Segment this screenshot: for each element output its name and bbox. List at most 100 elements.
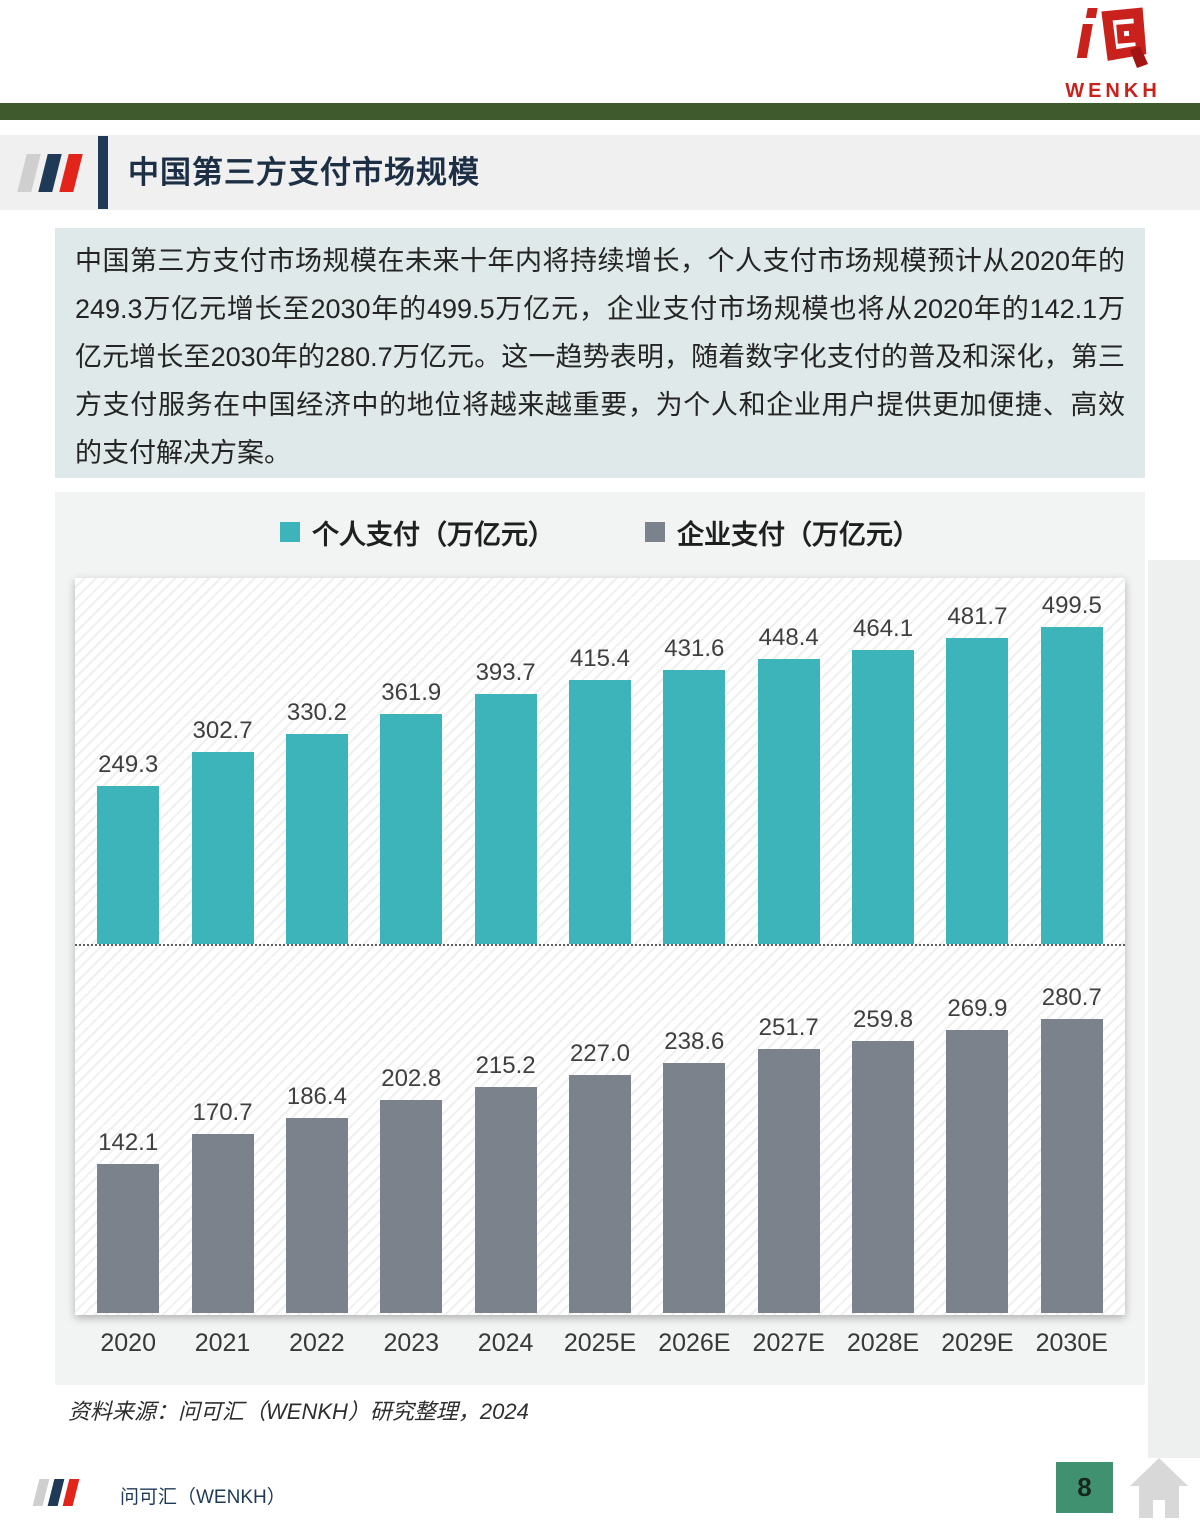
bar [285, 1118, 348, 1313]
x-axis-labels: 2020 2021 2022 2023 2024 2025E 2026E 2027E 2028E… [75, 1329, 1125, 1358]
bar [946, 638, 1009, 944]
bar-value-label: 415.4 [569, 645, 630, 672]
title-accent-bar [98, 136, 108, 209]
chart-column: 431.6 [647, 635, 741, 944]
page-number: 8 [1077, 1472, 1092, 1502]
wenkh-logo-text: WENKH [1065, 80, 1161, 102]
x-axis-tick-label: 2023 [383, 1329, 440, 1357]
chart-column: 448.4 [742, 624, 836, 944]
x-axis-tick-label: 2021 [194, 1329, 251, 1357]
chart-column: 142.1 [81, 1129, 175, 1313]
bar [191, 1134, 254, 1313]
chart-column: 481.7 [930, 603, 1024, 944]
bar [97, 1164, 160, 1313]
chart-column: 464.1 [836, 615, 930, 944]
bar [852, 650, 915, 944]
bar [568, 1075, 631, 1313]
footer-brand-bars-icon [32, 1479, 80, 1506]
legend-item-personal: 个人支付（万亿元） [280, 513, 555, 552]
home-icon[interactable] [1128, 1456, 1190, 1520]
x-axis-tick-label: 2022 [289, 1329, 345, 1357]
x-axis-tick-label: 2027E [752, 1329, 825, 1357]
x-axis-tick-label: 2026E [658, 1329, 731, 1357]
bar-value-label: 464.1 [853, 615, 914, 642]
bar-value-label: 251.7 [758, 1014, 819, 1041]
chart-column: 269.9 [930, 995, 1024, 1313]
wenkh-logo: WENKH [1048, 6, 1178, 102]
bar-value-label: 259.8 [853, 1006, 914, 1033]
bar [663, 670, 726, 944]
legend-swatch-enterprise [645, 522, 665, 542]
chart-column: 249.3 [81, 751, 175, 944]
x-axis-tick-label: 2030E [1035, 1329, 1108, 1357]
bar [852, 1041, 915, 1313]
bar-value-label: 215.2 [475, 1052, 536, 1079]
right-margin-band [1148, 560, 1200, 1458]
bar-value-label: 431.6 [664, 635, 725, 662]
chart-column: 227.0 [553, 1040, 647, 1313]
chart-column: 330.2 [270, 699, 364, 944]
bar-value-label: 186.4 [286, 1083, 347, 1110]
bar-value-label: 330.2 [286, 699, 347, 726]
page-title: 中国第三方支付市场规模 [128, 155, 480, 190]
chart-column: 361.9 [364, 679, 458, 944]
x-axis-tick-label: 2020 [100, 1329, 156, 1357]
source-note: 资料来源：问可汇（WENKH）研究整理，2024 [68, 1399, 529, 1424]
enterprise-payment-series: 142.1 170.7 186.4 202.8 215.2 227.0 238.6 251.7… [75, 946, 1125, 1313]
bar-value-label: 302.7 [192, 717, 253, 744]
bar [285, 734, 348, 944]
bar [757, 1049, 820, 1313]
chart-column: 170.7 [175, 1099, 269, 1313]
brand-bars-icon [17, 154, 83, 192]
title-strip: 中国第三方支付市场规模 [0, 135, 1200, 210]
chart-column: 415.4 [553, 645, 647, 944]
bar [97, 786, 160, 944]
x-axis-tick-label: 2029E [941, 1329, 1014, 1357]
bar [474, 1087, 537, 1313]
bar [1040, 627, 1103, 944]
chart-column: 238.6 [647, 1028, 741, 1313]
bar [380, 1100, 443, 1313]
chart-column: 393.7 [458, 659, 552, 944]
chart-panel: 个人支付（万亿元） 企业支付（万亿元） 249.3 302.7 330.2 361.9… [55, 492, 1145, 1385]
x-axis-tick-label: 2025E [563, 1329, 637, 1357]
x-axis-tick-label: 2028E [846, 1329, 920, 1357]
bar-value-label: 393.7 [475, 659, 536, 686]
bar-value-label: 238.6 [664, 1028, 725, 1055]
bar-value-label: 142.1 [98, 1129, 159, 1156]
page-number-box: 8 [1056, 1462, 1113, 1513]
legend-label-personal: 个人支付（万亿元） [312, 519, 555, 550]
bar-value-label: 448.4 [758, 624, 819, 651]
chart-column: 280.7 [1025, 984, 1119, 1313]
bar [380, 714, 443, 944]
footer-brand-text: 问可汇（WENKH） [120, 1487, 286, 1508]
legend-swatch-personal [280, 522, 300, 542]
bar-value-label: 249.3 [98, 751, 159, 778]
wenkh-logo-icon [1076, 7, 1148, 68]
chart-column: 215.2 [458, 1052, 552, 1313]
chart-column: 202.8 [364, 1065, 458, 1313]
legend-label-enterprise: 企业支付（万亿元） [677, 519, 920, 550]
bar [663, 1063, 726, 1313]
header-green-rule [0, 103, 1200, 120]
chart-column: 251.7 [742, 1014, 836, 1313]
bar-value-label: 280.7 [1041, 984, 1102, 1011]
bar-value-label: 170.7 [192, 1099, 253, 1126]
x-axis-tick-label: 2024 [477, 1329, 534, 1357]
chart-plot-area: 249.3 302.7 330.2 361.9 393.7 415.4 431.6 448.4… [75, 578, 1125, 1315]
bar [191, 752, 254, 944]
bar-value-label: 361.9 [381, 679, 442, 706]
chart-column: 186.4 [270, 1083, 364, 1313]
bar-value-label: 227.0 [569, 1040, 630, 1067]
bar-value-label: 481.7 [947, 603, 1008, 630]
bar [1040, 1019, 1103, 1313]
bar [568, 680, 631, 944]
bar-value-label: 499.5 [1041, 592, 1102, 619]
intro-paragraph: 中国第三方支付市场规模在未来十年内将持续增长，个人支付市场规模预计从2020年的… [55, 228, 1145, 478]
chart-column: 259.8 [836, 1006, 930, 1313]
bar [474, 694, 537, 944]
chart-column: 302.7 [175, 717, 269, 944]
bar-value-label: 202.8 [381, 1065, 442, 1092]
chart-column: 499.5 [1025, 592, 1119, 944]
